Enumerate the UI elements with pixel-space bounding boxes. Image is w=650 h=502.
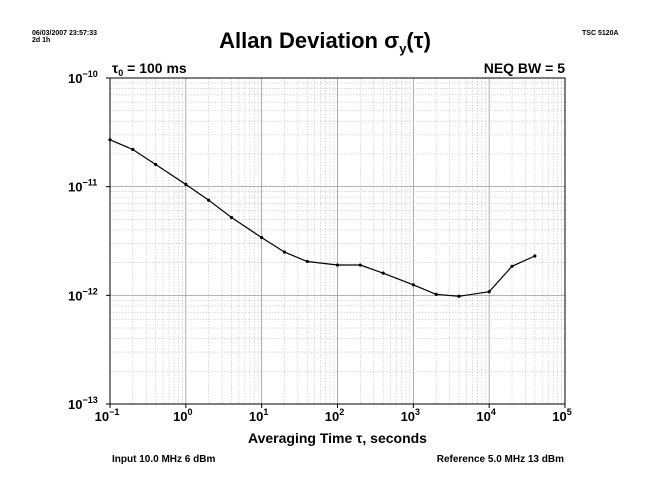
title-subscript: y (399, 41, 407, 56)
timestamp: 06/03/2007 23:57:33 (32, 30, 97, 37)
x-axis-label: Averaging Time τ, seconds (248, 430, 427, 446)
data-point (434, 292, 438, 296)
tau0-annotation: τ0 = 100 ms (112, 60, 187, 78)
plot-frame (109, 77, 566, 405)
title-argument: (τ) (406, 28, 431, 53)
data-point (207, 198, 211, 202)
x-tick-label: 10−1 (95, 407, 120, 424)
data-point (457, 294, 461, 298)
y-tick-label: 10−10 (68, 69, 98, 86)
reference-info: Reference 5.0 MHz 13 dBm (436, 454, 564, 465)
tau0-symbol: τ (112, 60, 119, 76)
data-point (411, 283, 415, 287)
instrument-model: TSC 5120A (582, 30, 619, 37)
data-point (358, 263, 362, 267)
series-line (109, 139, 536, 297)
x-tick-labels: 10−1 100 101 102 103 104 105 (95, 407, 572, 424)
x-tick-label: 100 (173, 407, 192, 424)
input-info: Input 10.0 MHz 6 dBm (112, 454, 216, 465)
data-point (510, 264, 514, 268)
data-point (229, 215, 234, 220)
axis-ticks (106, 77, 566, 408)
data-point (381, 271, 385, 275)
y-tick-label: 10−13 (68, 395, 98, 412)
tau0-subscript: 0 (118, 68, 124, 78)
neq-bandwidth: NEQ BW = 5 (483, 60, 565, 76)
x-tick-label: 102 (325, 407, 344, 424)
data-point (260, 235, 264, 240)
x-tick-label: 105 (552, 407, 571, 424)
data-point (533, 254, 537, 258)
grid (110, 78, 565, 404)
x-tick-label: 104 (476, 407, 495, 424)
data-point (154, 162, 158, 167)
x-tick-label: 101 (249, 407, 268, 424)
y-tick-labels: 10−10 10−11 10−12 10−13 (68, 69, 98, 412)
data-point (305, 259, 309, 264)
title-sigma: σ (384, 28, 400, 53)
data-point (282, 250, 287, 254)
data-point (131, 147, 135, 152)
title-main: Allan Deviation (219, 28, 385, 53)
y-tick-label: 10−12 (68, 286, 98, 303)
x-tick-label: 103 (401, 407, 420, 424)
tau0-value: = 100 ms (123, 60, 187, 76)
data-point (108, 138, 112, 142)
series-group (108, 138, 537, 298)
chart-title: Allan Deviation σy(τ) (0, 28, 650, 56)
y-tick-label: 10−11 (68, 178, 97, 195)
data-point (184, 182, 188, 186)
data-point (335, 263, 340, 267)
data-point (487, 290, 491, 294)
duration: 2d 1h (32, 37, 51, 44)
